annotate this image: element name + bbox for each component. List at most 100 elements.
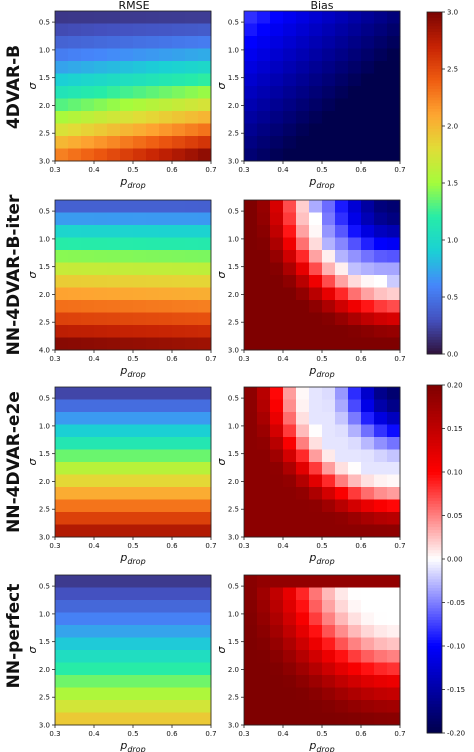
heatmap-cell: [374, 487, 387, 500]
heatmap-cell: [270, 325, 283, 338]
heatmap-cell: [283, 525, 296, 538]
y-axis-label: σ: [215, 645, 228, 653]
heatmap-cell: [348, 99, 361, 112]
heatmap-cell: [133, 713, 146, 726]
heatmap-cell: [55, 313, 68, 326]
heatmap-cell: [387, 613, 400, 626]
heatmap-cell: [55, 300, 68, 313]
heatmap-cell: [374, 450, 387, 463]
heatmap-cell: [374, 213, 387, 226]
heatmap-cell: [322, 136, 335, 149]
colorbar-segment: [427, 314, 442, 317]
heatmap-cell: [296, 450, 309, 463]
heatmap-cell: [146, 700, 159, 713]
row-label-nn-4dvar-b-iter: NN-4DVAR-B-iter: [4, 194, 24, 355]
heatmap-cell: [146, 425, 159, 438]
x-tick-label: 0.7: [394, 355, 405, 363]
colorbar-segment: [427, 83, 442, 86]
heatmap-cell: [361, 213, 374, 226]
heatmap-cell: [185, 200, 198, 213]
colorbar-segment: [427, 643, 442, 646]
heatmap-cell: [322, 86, 335, 99]
heatmap-cell: [387, 238, 400, 251]
heatmap-cell: [374, 625, 387, 638]
heatmap-cell: [198, 111, 211, 124]
heatmap-cell: [198, 387, 211, 400]
heatmap-cell: [309, 36, 322, 49]
heatmap-cell: [361, 588, 374, 601]
heatmap-cell: [270, 387, 283, 400]
heatmap-cell: [198, 512, 211, 525]
colorbar-segment: [427, 649, 442, 652]
heatmap-cell: [120, 313, 133, 326]
heatmap-cell: [296, 288, 309, 301]
heatmap-cell: [244, 74, 257, 87]
heatmap-cell: [159, 149, 172, 162]
heatmap-cell: [387, 425, 400, 438]
heatmap-cell: [361, 99, 374, 112]
heatmap-cell: [185, 338, 198, 351]
heatmap-cell: [198, 263, 211, 276]
heatmap-cell: [107, 61, 120, 74]
heatmap-cell: [348, 250, 361, 263]
y-tick-label: 1.0: [39, 235, 50, 243]
heatmap-cell: [172, 338, 185, 351]
colorbar-segment: [427, 721, 442, 724]
heatmap-cell: [94, 200, 107, 213]
heatmap-cell: [107, 149, 120, 162]
heatmap-cell: [387, 200, 400, 213]
heatmap-cell: [185, 313, 198, 326]
heatmap-cell: [283, 111, 296, 124]
heatmap-cell: [348, 136, 361, 149]
heatmap-cell: [172, 11, 185, 24]
colorbar-segment: [427, 115, 442, 118]
colorbar-segment: [427, 58, 442, 61]
heatmap-cell: [172, 250, 185, 263]
heatmap-cell: [198, 313, 211, 326]
colorbar-segment: [427, 698, 442, 701]
heatmap-cell: [133, 462, 146, 475]
heatmap-cell: [374, 425, 387, 438]
colorbar-segment: [427, 550, 442, 553]
heatmap-cell: [185, 325, 198, 338]
heatmap-cell: [159, 124, 172, 137]
heatmap-cell: [257, 675, 270, 688]
heatmap-cell: [68, 36, 81, 49]
heatmap-cell: [322, 512, 335, 525]
heatmap-cell: [387, 263, 400, 276]
heatmap-cell: [185, 500, 198, 513]
heatmap-cell: [68, 675, 81, 688]
heatmap-cell: [348, 600, 361, 613]
heatmap-cell: [68, 49, 81, 62]
heatmap-cell: [361, 288, 374, 301]
heatmap-cell: [244, 625, 257, 638]
heatmap-cell: [309, 325, 322, 338]
heatmap-cell: [374, 313, 387, 326]
heatmap-cell: [146, 288, 159, 301]
y-tick-label: 2.5: [39, 694, 50, 702]
y-axis-label: σ: [215, 457, 228, 465]
heatmap-cell: [81, 149, 94, 162]
colorbar-segment: [427, 576, 442, 579]
heatmap-cell: [81, 512, 94, 525]
colorbar-segment: [427, 481, 442, 484]
colorbar-segment: [427, 32, 442, 35]
heatmap-cell: [120, 124, 133, 137]
x-tick-label: 0.3: [49, 355, 60, 363]
heatmap-cell: [244, 238, 257, 251]
heatmap-cell: [309, 425, 322, 438]
heatmap-cell: [335, 288, 348, 301]
heatmap-cell: [81, 11, 94, 24]
heatmap-cell: [270, 525, 283, 538]
heatmap-cell: [348, 149, 361, 162]
heatmap-cell: [107, 387, 120, 400]
heatmap-cell: [244, 525, 257, 538]
colorbar-segment: [427, 513, 442, 516]
heatmap-cell: [257, 111, 270, 124]
heatmap-cell: [283, 300, 296, 313]
heatmap-cell: [68, 625, 81, 638]
colorbar-segment: [427, 629, 442, 632]
heatmap-cell: [159, 11, 172, 24]
heatmap-cell: [120, 36, 133, 49]
heatmap-cell: [198, 136, 211, 149]
